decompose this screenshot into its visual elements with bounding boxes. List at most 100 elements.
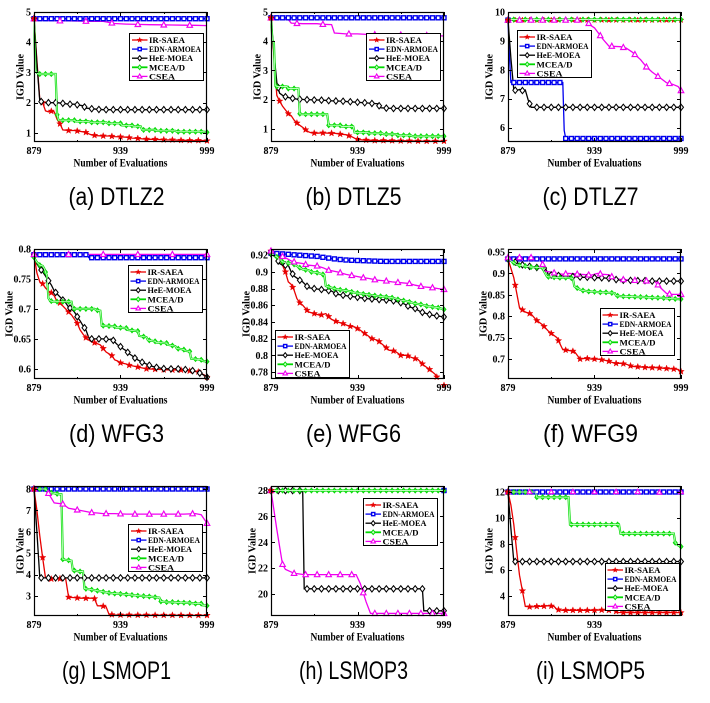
- svg-text:1: 1: [263, 124, 268, 135]
- svg-text:HeE-MOEA: HeE-MOEA: [537, 51, 581, 60]
- svg-text:0.84: 0.84: [251, 317, 269, 328]
- svg-text:939: 939: [113, 146, 128, 157]
- svg-text:Number of Evaluations: Number of Evaluations: [311, 632, 405, 644]
- svg-text:MCEA/D: MCEA/D: [295, 360, 331, 369]
- svg-text:0.6: 0.6: [19, 364, 32, 375]
- svg-text:IGD Value: IGD Value: [16, 53, 27, 100]
- svg-text:CSEA: CSEA: [148, 304, 174, 313]
- svg-text:4: 4: [263, 37, 268, 48]
- svg-text:Number of Evaluations: Number of Evaluations: [74, 632, 168, 644]
- svg-text:6: 6: [500, 123, 505, 134]
- svg-text:MCEA/D: MCEA/D: [148, 554, 184, 563]
- svg-text:CSEA: CSEA: [620, 347, 646, 356]
- svg-text:0.95: 0.95: [488, 248, 506, 259]
- svg-text:EDN-ARMOEA: EDN-ARMOEA: [625, 575, 677, 584]
- svg-text:999: 999: [200, 146, 215, 157]
- svg-text:IR-SAEA: IR-SAEA: [148, 527, 184, 536]
- svg-text:939: 939: [587, 146, 602, 157]
- svg-text:5: 5: [26, 549, 31, 560]
- svg-text:Number of Evaluations: Number of Evaluations: [311, 395, 405, 407]
- svg-text:HeE-MOEA: HeE-MOEA: [383, 519, 427, 528]
- svg-text:(i) LSMOP5: (i) LSMOP5: [536, 657, 645, 685]
- svg-text:HeE-MOEA: HeE-MOEA: [148, 545, 192, 554]
- svg-text:999: 999: [674, 383, 689, 394]
- svg-text:MCEA/D: MCEA/D: [620, 338, 656, 347]
- svg-text:IGD Value: IGD Value: [5, 290, 16, 337]
- svg-text:939: 939: [350, 620, 365, 631]
- svg-text:Number of Evaluations: Number of Evaluations: [74, 395, 168, 407]
- svg-text:4: 4: [500, 592, 505, 603]
- svg-text:879: 879: [264, 383, 279, 394]
- svg-text:0.92: 0.92: [251, 251, 269, 262]
- svg-text:EDN-ARMOEA: EDN-ARMOEA: [149, 45, 201, 54]
- svg-text:MCEA/D: MCEA/D: [386, 63, 422, 72]
- svg-text:CSEA: CSEA: [386, 72, 412, 81]
- svg-text:6: 6: [500, 566, 505, 577]
- svg-text:26: 26: [258, 512, 268, 523]
- svg-text:HeE-MOEA: HeE-MOEA: [148, 286, 192, 295]
- svg-text:0.9: 0.9: [493, 269, 506, 280]
- svg-text:879: 879: [501, 620, 516, 631]
- svg-text:6: 6: [26, 527, 31, 538]
- svg-text:HeE-MOEA: HeE-MOEA: [295, 351, 339, 360]
- svg-text:IR-SAEA: IR-SAEA: [625, 566, 661, 575]
- svg-text:24: 24: [258, 538, 268, 549]
- svg-text:2: 2: [263, 95, 268, 106]
- svg-text:IGD Value: IGD Value: [16, 527, 27, 574]
- svg-text:879: 879: [501, 383, 516, 394]
- svg-text:IR-SAEA: IR-SAEA: [386, 36, 422, 45]
- svg-text:0.7: 0.7: [493, 355, 506, 366]
- svg-text:(f) WFG9: (f) WFG9: [543, 420, 638, 448]
- svg-text:CSEA: CSEA: [149, 72, 175, 81]
- svg-text:MCEA/D: MCEA/D: [625, 593, 661, 602]
- svg-text:IGD Value: IGD Value: [485, 53, 496, 100]
- svg-text:0.86: 0.86: [251, 301, 269, 312]
- svg-text:939: 939: [350, 383, 365, 394]
- svg-text:939: 939: [113, 620, 128, 631]
- svg-text:0.7: 0.7: [19, 304, 32, 315]
- svg-text:EDN-ARMOEA: EDN-ARMOEA: [386, 45, 438, 54]
- svg-text:0.82: 0.82: [251, 334, 269, 345]
- svg-text:HeE-MOEA: HeE-MOEA: [620, 329, 664, 338]
- svg-text:999: 999: [674, 146, 689, 157]
- svg-text:EDN-ARMOEA: EDN-ARMOEA: [148, 277, 200, 286]
- svg-text:0.65: 0.65: [14, 334, 32, 345]
- svg-text:7: 7: [500, 94, 505, 105]
- svg-text:0.78: 0.78: [251, 368, 269, 379]
- svg-text:HeE-MOEA: HeE-MOEA: [149, 54, 193, 63]
- svg-text:MCEA/D: MCEA/D: [537, 60, 573, 69]
- svg-text:3: 3: [26, 592, 31, 603]
- svg-text:939: 939: [113, 383, 128, 394]
- svg-text:IGD Value: IGD Value: [253, 53, 264, 100]
- svg-text:4: 4: [26, 570, 31, 581]
- svg-text:999: 999: [437, 620, 452, 631]
- svg-text:(b) DTLZ5: (b) DTLZ5: [306, 183, 402, 211]
- svg-text:879: 879: [264, 620, 279, 631]
- svg-text:IR-SAEA: IR-SAEA: [620, 311, 656, 320]
- svg-text:939: 939: [350, 146, 365, 157]
- svg-text:3: 3: [26, 68, 31, 79]
- svg-text:939: 939: [587, 383, 602, 394]
- svg-text:IR-SAEA: IR-SAEA: [295, 333, 331, 342]
- svg-text:999: 999: [200, 383, 215, 394]
- svg-text:CSEA: CSEA: [537, 69, 563, 78]
- svg-text:CSEA: CSEA: [383, 537, 409, 546]
- svg-text:Number of Evaluations: Number of Evaluations: [548, 158, 642, 170]
- svg-text:IGD Value: IGD Value: [479, 290, 490, 337]
- svg-text:879: 879: [27, 146, 42, 157]
- svg-text:EDN-ARMOEA: EDN-ARMOEA: [295, 342, 347, 351]
- svg-text:HeE-MOEA: HeE-MOEA: [625, 584, 669, 593]
- svg-text:0.75: 0.75: [14, 275, 32, 286]
- svg-text:8: 8: [500, 65, 505, 76]
- svg-text:(h) LSMOP3: (h) LSMOP3: [299, 657, 408, 685]
- svg-text:20: 20: [258, 590, 268, 601]
- svg-text:Number of Evaluations: Number of Evaluations: [311, 158, 405, 170]
- svg-text:7: 7: [26, 506, 31, 517]
- svg-text:22: 22: [258, 564, 268, 575]
- svg-text:0.8: 0.8: [493, 312, 506, 323]
- svg-text:(d) WFG3: (d) WFG3: [69, 420, 164, 448]
- svg-text:0.8: 0.8: [256, 351, 269, 362]
- svg-text:(a) DTLZ2: (a) DTLZ2: [69, 183, 165, 211]
- svg-text:10: 10: [495, 514, 505, 525]
- svg-text:EDN-ARMOEA: EDN-ARMOEA: [148, 536, 200, 545]
